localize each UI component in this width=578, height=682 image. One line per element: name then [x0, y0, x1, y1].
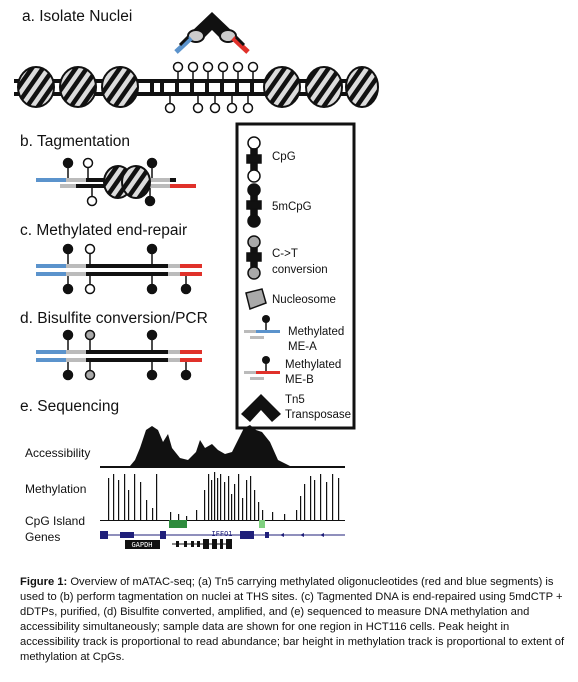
methylation-bar [310, 476, 311, 520]
legend-cpg-label: CpG [272, 151, 296, 163]
caption-text: Overview of mATAC-seq; (a) Tn5 carrying … [20, 576, 564, 663]
legend-nucleosome-label: Nucleosome [272, 294, 336, 306]
methylation-bar [134, 474, 135, 520]
methylation-bar [152, 508, 153, 520]
cpg-island-1 [169, 520, 187, 528]
legend-mea-label-1: Methylated [288, 326, 344, 338]
methylation-bar [300, 496, 301, 520]
accessibility-track [100, 425, 345, 468]
methylation-bar [238, 474, 239, 520]
methylation-bar [208, 474, 209, 520]
figure-caption: Figure 1: Overview of mATAC-seq; (a) Tn5… [20, 575, 565, 665]
methylation-bar [214, 472, 215, 520]
tagmented-fragment-b [36, 159, 196, 206]
methylation-bar [124, 474, 125, 520]
methylation-bar [284, 514, 285, 520]
methylation-bar [231, 494, 232, 520]
legend-tn5-label-2: Transposase [285, 409, 351, 421]
legend-ct-label-1: C->T [272, 248, 298, 260]
converted-fragment-d [36, 331, 202, 380]
methylation-bar [258, 502, 259, 520]
methylation-bar [140, 482, 141, 520]
methylation-bar [146, 500, 147, 520]
cpg-island-2 [259, 520, 265, 528]
methylation-bar [108, 478, 109, 520]
methylation-bar [262, 510, 263, 520]
methylation-bar [254, 490, 255, 520]
methylation-bar [326, 482, 327, 520]
legend-5mcpg-label: 5mCpG [272, 201, 312, 213]
methylation-bar [178, 514, 179, 520]
gene-gapdh-label: GAPDH [131, 541, 152, 549]
methylation-baseline [100, 520, 345, 521]
legend-mea-label-2: ME-A [288, 341, 317, 353]
methylation-track [108, 472, 339, 520]
methylation-bar [296, 510, 297, 520]
methylation-bar [204, 490, 205, 520]
gene-iffo1-label: IFFO1 [211, 530, 232, 538]
methylation-bar [272, 512, 273, 520]
methylation-bar [113, 474, 114, 520]
methylation-bar [242, 498, 243, 520]
caption-label: Figure 1: [20, 576, 67, 588]
methylation-bar [118, 480, 119, 520]
legend-conversion-icon [247, 236, 261, 279]
repaired-fragment-c [36, 245, 202, 294]
tn5-transposase-a [176, 12, 248, 52]
methylation-bar [332, 474, 333, 520]
methylation-bar [338, 478, 339, 520]
legend-meb-label-1: Methylated [285, 359, 341, 371]
methylation-bar [186, 516, 187, 520]
methylation-bar [217, 478, 218, 520]
legend-ct-label-2: conversion [272, 264, 328, 276]
methylation-bar [246, 480, 247, 520]
methylation-bar [211, 480, 212, 520]
legend-5mcpg-icon [247, 184, 261, 227]
methylation-bar [224, 482, 225, 520]
legend-meb-label-2: ME-B [285, 374, 314, 386]
legend-tn5-label-1: Tn5 [285, 394, 305, 406]
methylation-bar [320, 474, 321, 520]
methylation-bar [196, 510, 197, 520]
methylation-bar [228, 476, 229, 520]
cpg-island-track [169, 520, 265, 528]
methylation-bar [156, 474, 157, 520]
methylation-bar [170, 512, 171, 520]
methylation-bar [220, 474, 221, 520]
methylation-bar [250, 476, 251, 520]
genes-track: GAPDH IFFO1 [100, 530, 345, 549]
methylation-bar [314, 480, 315, 520]
legend-cpg-icon [247, 137, 261, 182]
methylation-bar [304, 484, 305, 520]
methylation-bar [234, 484, 235, 520]
methylation-bar [128, 490, 129, 520]
figure-diagram: CpG 5mCpG C->T conversion Nucleosome Met… [0, 0, 578, 570]
